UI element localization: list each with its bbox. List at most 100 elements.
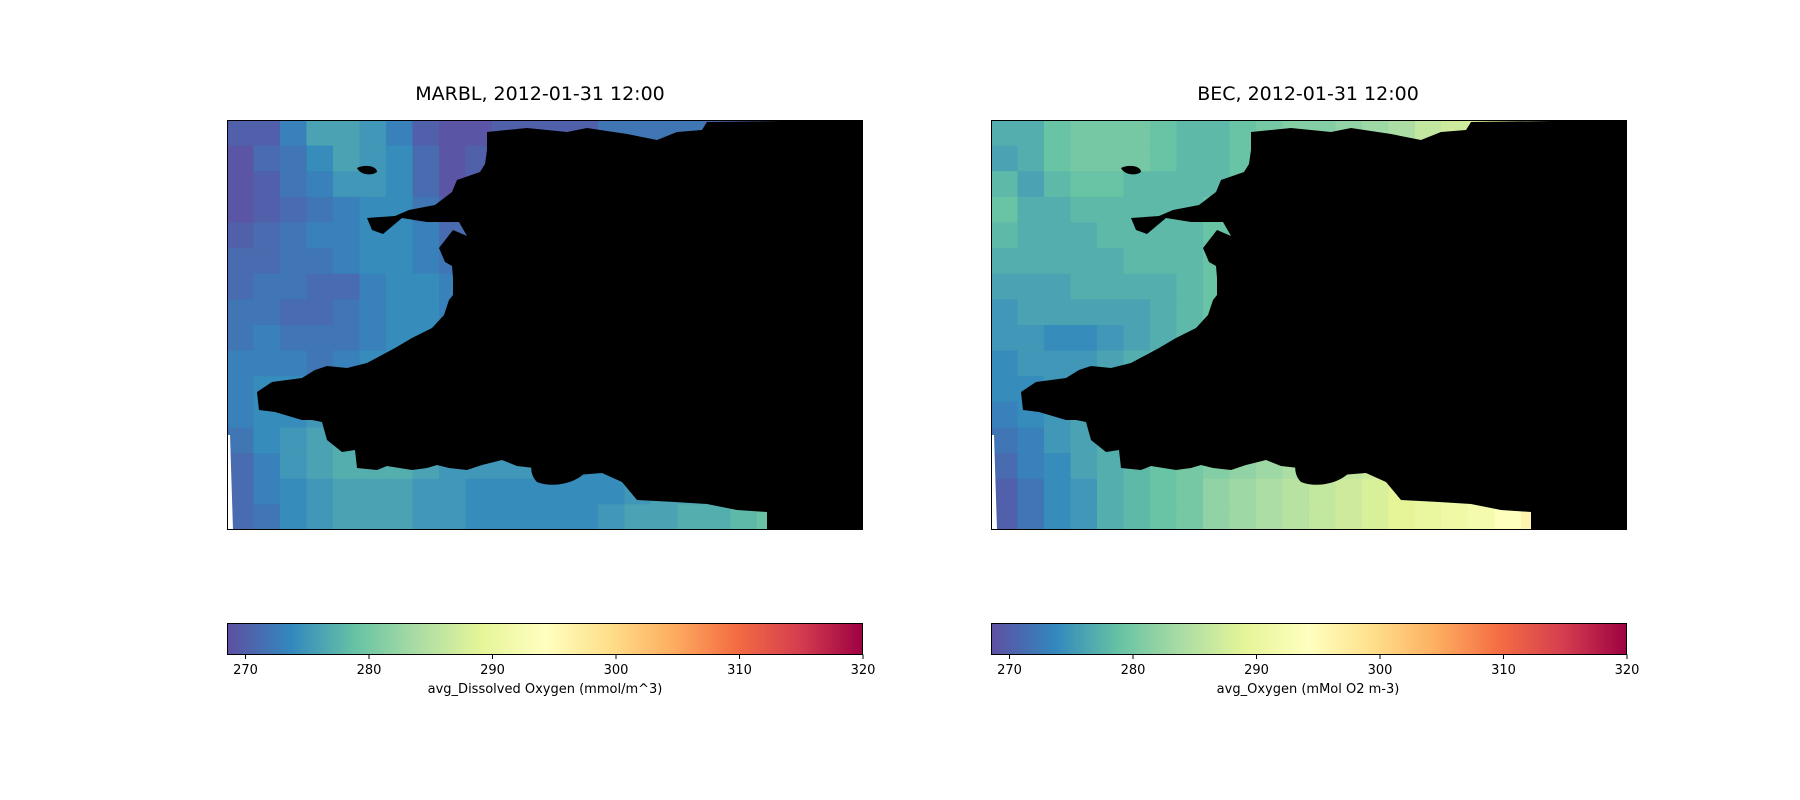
heatmap-cell — [1150, 273, 1178, 300]
heatmap-cell — [359, 248, 387, 275]
heatmap-cell — [386, 171, 414, 198]
colorbar-tick-label: 290 — [1244, 663, 1269, 678]
heatmap-cell — [280, 171, 308, 198]
heatmap-cell — [253, 120, 281, 147]
heatmap-cell — [1176, 248, 1204, 275]
heatmap-cell — [1388, 504, 1416, 530]
heatmap-cell — [253, 453, 281, 480]
heatmap-cell — [1123, 171, 1151, 198]
heatmap-cell — [1044, 273, 1072, 300]
heatmap-cell — [227, 427, 255, 454]
panel-2-title: BEC, 2012-01-31 12:00 — [1197, 83, 1419, 105]
heatmap-cell — [412, 120, 440, 147]
heatmap-cell — [386, 504, 414, 530]
heatmap-cell — [1044, 145, 1072, 172]
heatmap-cell — [1123, 248, 1151, 275]
heatmap-cell — [1017, 350, 1045, 377]
heatmap-cell — [439, 120, 467, 147]
heatmap-cell — [306, 453, 334, 480]
panel-1-colorbar-label: avg_Dissolved Oxygen (mmol/m^3) — [427, 682, 663, 697]
heatmap-cell — [1097, 273, 1125, 300]
heatmap-cell — [359, 504, 387, 530]
heatmap-cell — [412, 273, 440, 300]
heatmap-cell — [1097, 196, 1125, 224]
heatmap-cell — [333, 299, 361, 326]
heatmap-cell — [465, 504, 493, 530]
heatmap-cell — [1070, 478, 1098, 505]
heatmap-cell — [465, 478, 493, 505]
heatmap-cell — [280, 504, 308, 530]
heatmap-cell — [991, 120, 1019, 147]
island — [1295, 446, 1356, 485]
island — [1111, 413, 1126, 421]
heatmap-cell — [227, 273, 255, 300]
colorbar-tick-label: 300 — [604, 663, 629, 678]
heatmap-cell — [306, 248, 334, 275]
heatmap-cell — [1176, 273, 1204, 300]
heatmap-cell — [1362, 504, 1390, 530]
map-frame — [991, 120, 1627, 530]
island — [1121, 165, 1141, 175]
heatmap-cell — [991, 325, 1019, 352]
heatmap-cell — [412, 299, 440, 326]
heatmap-cell — [280, 120, 308, 147]
heatmap-cell — [412, 248, 440, 275]
heatmap-cell — [1097, 120, 1125, 147]
heatmap-cell — [306, 120, 334, 147]
heatmap-cell — [306, 325, 334, 352]
heatmap-cell — [1097, 222, 1125, 249]
heatmap-cell — [991, 273, 1019, 300]
heatmap-cell — [359, 120, 387, 147]
heatmap-cell — [1176, 504, 1204, 530]
heatmap-cell — [386, 478, 414, 505]
heatmap-cell — [1017, 248, 1045, 275]
heatmap-cell — [386, 248, 414, 275]
heatmap-cell — [1150, 478, 1178, 505]
heatmap-cell — [227, 171, 255, 198]
heatmap-cell — [991, 248, 1019, 275]
heatmap-cell — [1017, 196, 1045, 224]
heatmap-cell — [991, 350, 1019, 377]
heatmap-cell — [1282, 504, 1310, 530]
heatmap-cell — [1044, 504, 1072, 530]
heatmap-cell — [1150, 248, 1178, 275]
heatmap-cell — [280, 273, 308, 300]
heatmap-cell — [991, 299, 1019, 326]
heatmap-cell — [280, 478, 308, 505]
heatmap-cell — [227, 248, 255, 275]
colorbar-tick-label: 310 — [1491, 663, 1516, 678]
heatmap-cell — [386, 299, 414, 326]
heatmap-cell — [333, 120, 361, 147]
heatmap-cell — [333, 171, 361, 198]
heatmap-cell — [306, 222, 334, 249]
heatmap-cell — [1070, 222, 1098, 249]
island — [1226, 357, 1261, 367]
heatmap-cell — [306, 196, 334, 224]
heatmap-cell — [1044, 350, 1072, 377]
heatmap-cell — [1150, 120, 1178, 147]
heatmap-cell — [1017, 273, 1045, 300]
heatmap-cell — [1097, 325, 1125, 352]
heatmap-cell — [253, 145, 281, 172]
heatmap-cell — [1097, 478, 1125, 505]
heatmap-cell — [359, 299, 387, 326]
heatmap-cell — [412, 478, 440, 505]
heatmap-cell — [492, 504, 520, 530]
heatmap-cell — [227, 222, 255, 249]
heatmap-cell — [386, 120, 414, 147]
heatmap-cell — [439, 504, 467, 530]
colorbar-tick-label: 300 — [1368, 663, 1393, 678]
heatmap-cell — [333, 248, 361, 275]
colorbar-tick-label: 280 — [1121, 663, 1146, 678]
panel-1-map — [227, 120, 863, 530]
heatmap-cell — [1017, 427, 1045, 454]
heatmap-cell — [280, 325, 308, 352]
heatmap-cell — [1123, 325, 1151, 352]
heatmap-cell — [306, 504, 334, 530]
heatmap-cell — [1415, 504, 1443, 530]
heatmap-cell — [1176, 171, 1204, 198]
heatmap-cell — [253, 504, 281, 530]
heatmap-cell — [492, 478, 520, 505]
heatmap-cell — [412, 222, 440, 249]
heatmap-cell — [359, 273, 387, 300]
